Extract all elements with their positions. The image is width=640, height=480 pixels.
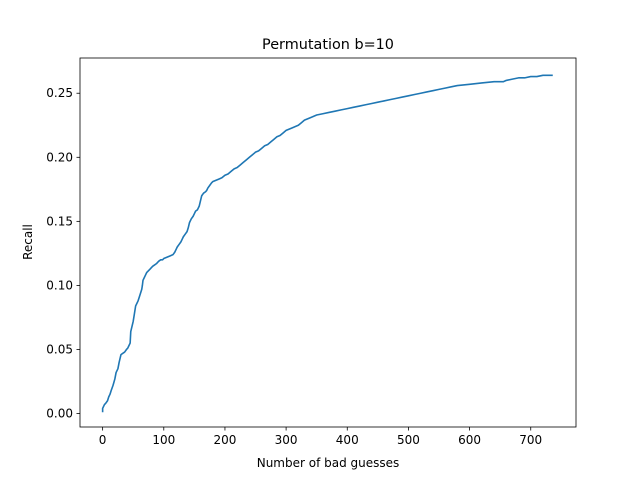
y-axis-ticks: 0.00 0.05 0.10 0.15 0.20 0.25	[46, 86, 80, 421]
x-tick-label: 500	[397, 433, 420, 447]
x-tick-label: 600	[458, 433, 481, 447]
x-axis-label: Number of bad guesses	[257, 456, 400, 470]
x-axis-ticks: 0 100 200 300 400 500 600 700	[99, 427, 542, 447]
y-tick-label: 0.05	[46, 342, 73, 356]
x-tick-label: 700	[519, 433, 542, 447]
plot-area	[80, 58, 576, 427]
x-tick-label: 0	[99, 433, 107, 447]
y-axis-label: Recall	[21, 224, 35, 260]
y-tick-label: 0.00	[46, 407, 73, 421]
x-tick-label: 400	[336, 433, 359, 447]
y-tick-label: 0.10	[46, 278, 73, 292]
y-tick-label: 0.25	[46, 86, 73, 100]
x-tick-label: 200	[213, 433, 236, 447]
x-tick-label: 300	[275, 433, 298, 447]
chart-title: Permutation b=10	[262, 37, 394, 53]
axes-frame	[79, 57, 577, 428]
x-tick-label: 100	[152, 433, 175, 447]
series-layer	[101, 74, 553, 413]
y-tick-label: 0.20	[46, 150, 73, 164]
y-tick-label: 0.15	[46, 214, 73, 228]
series-line	[101, 74, 553, 413]
